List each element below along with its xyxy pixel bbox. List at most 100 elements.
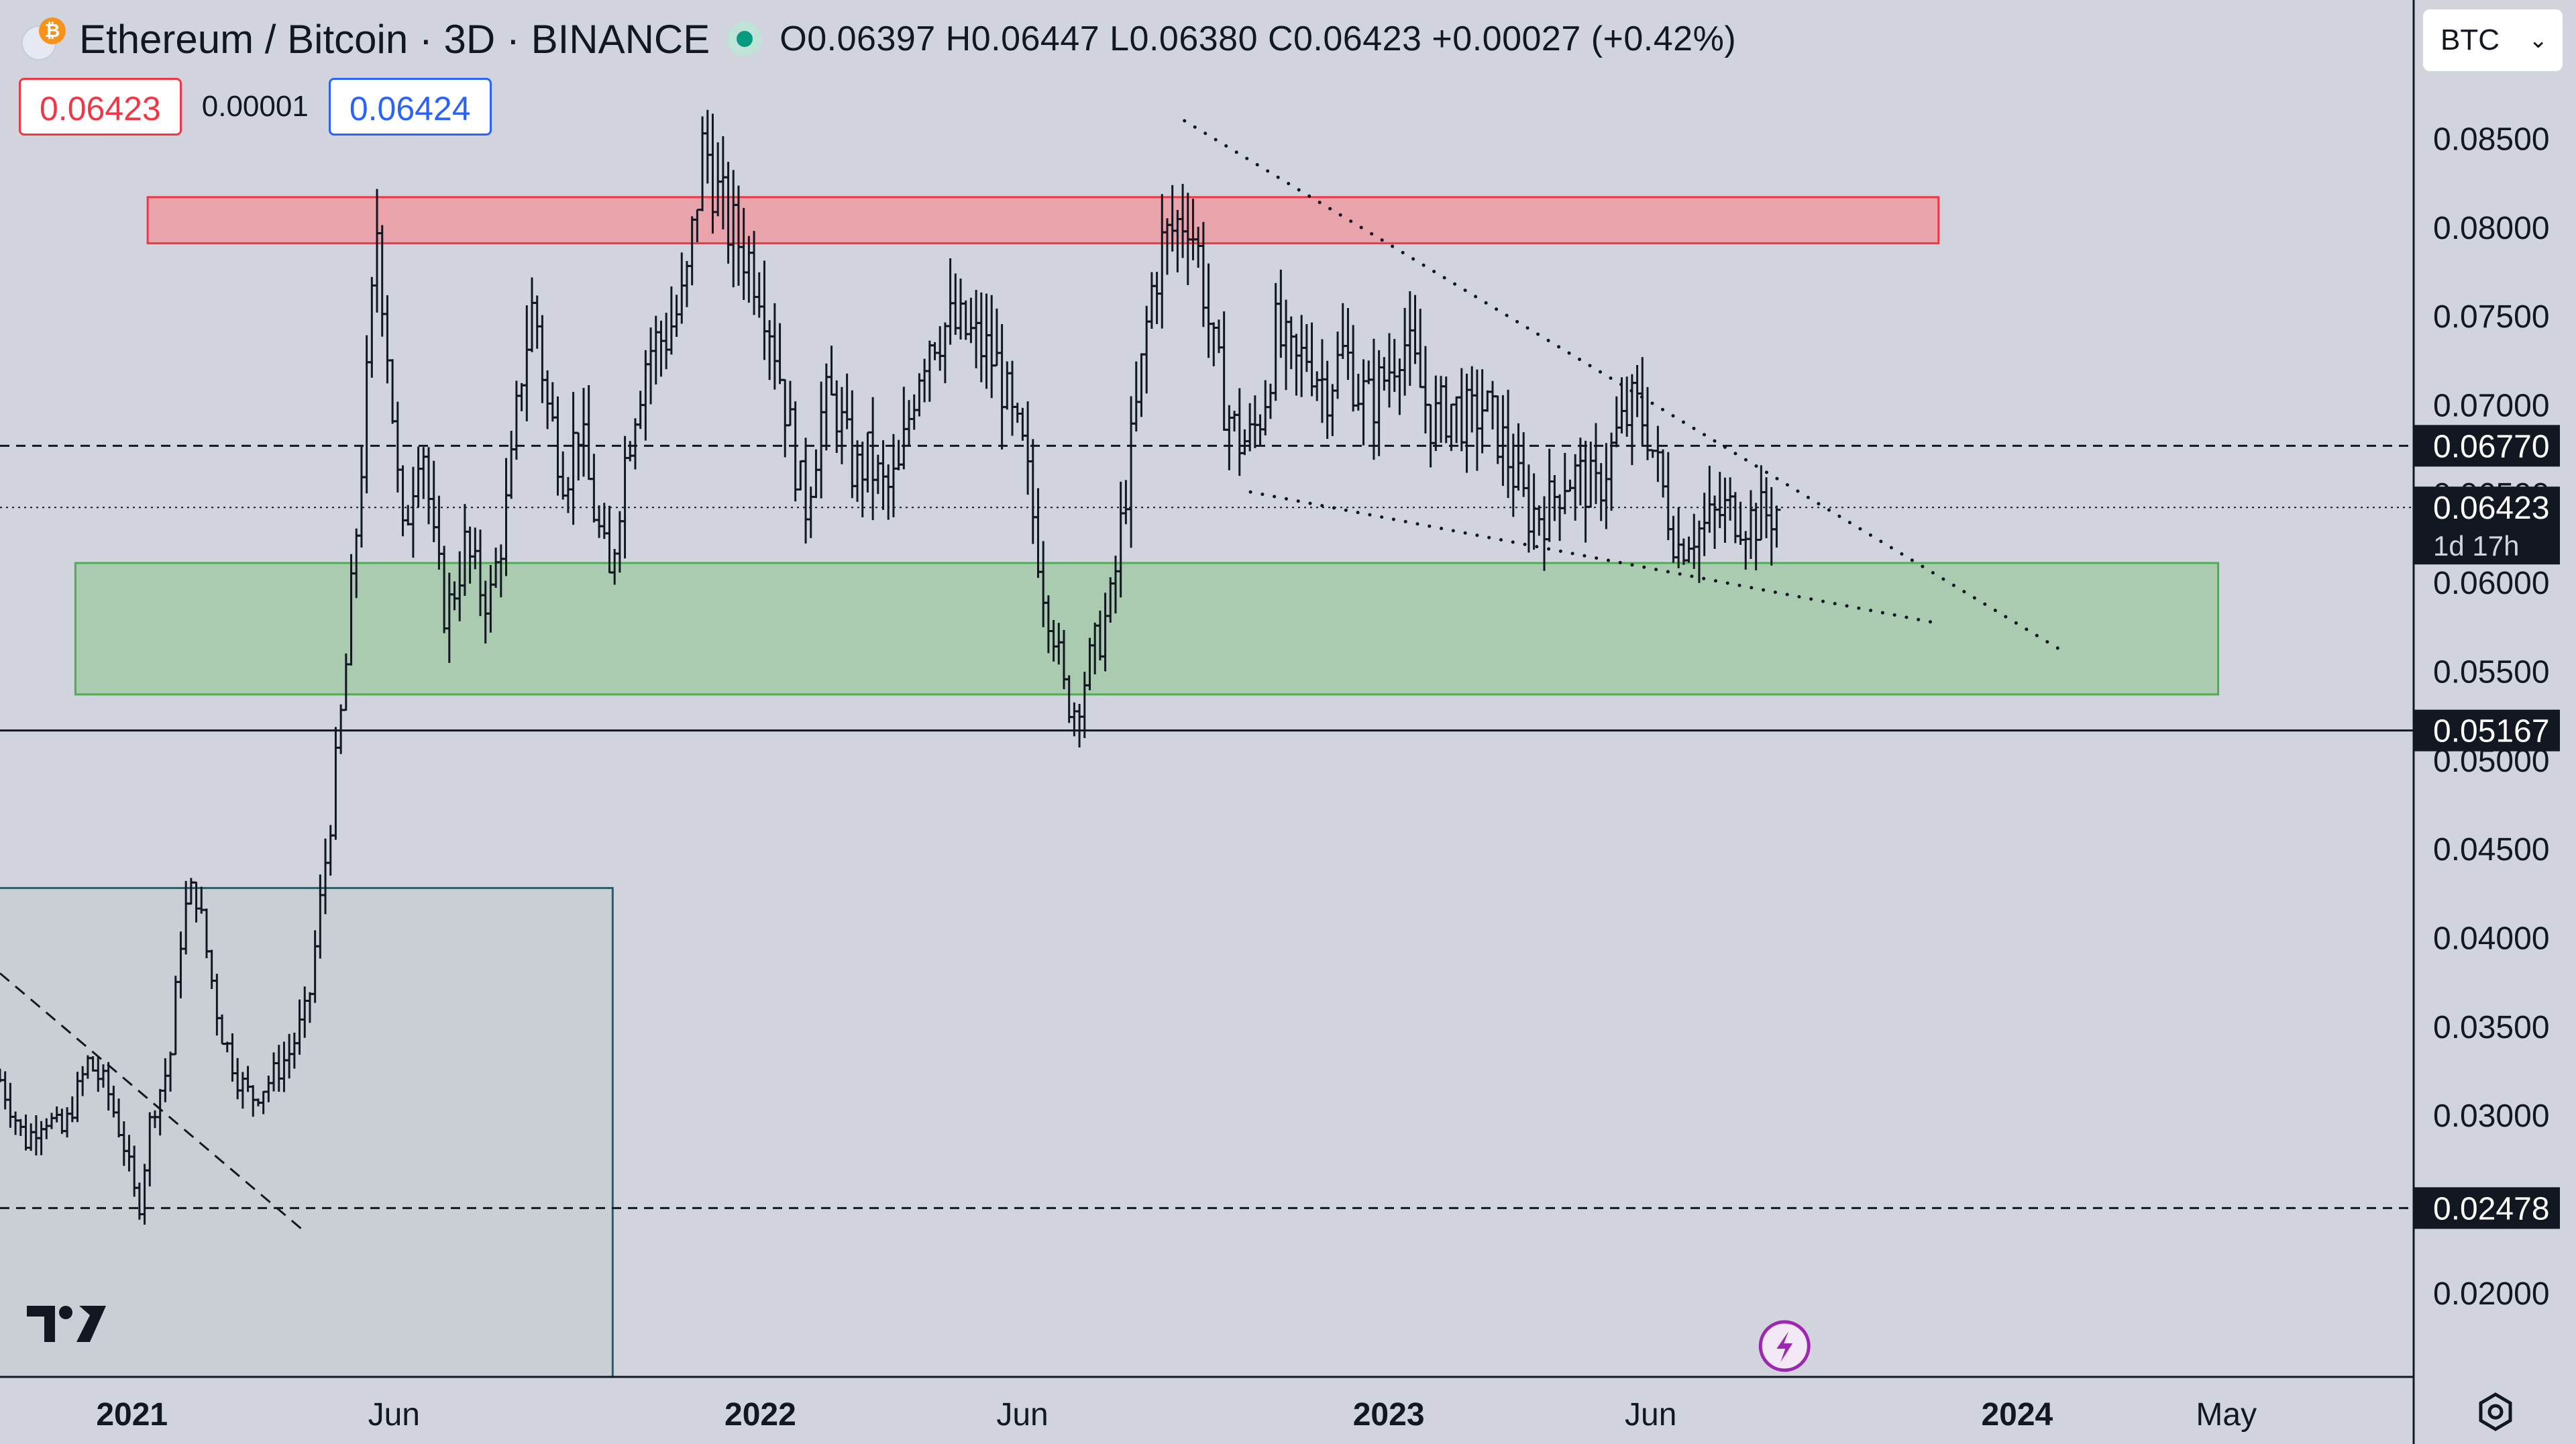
candle (987, 295, 996, 399)
chart-legend: ₿ Ethereum / Bitcoin · 3D · BINANCE O0.0… (19, 13, 1736, 64)
candle (1220, 311, 1228, 431)
candle (1204, 263, 1213, 358)
y-tick-label: 0.02000 (2433, 1276, 2550, 1312)
candle (1307, 322, 1316, 397)
y-tick-label: 0.06000 (2433, 566, 2550, 601)
candle (946, 258, 955, 345)
candle (1432, 375, 1440, 452)
currency-select-value: BTC (2440, 23, 2500, 56)
candle (502, 458, 511, 576)
candle (1405, 291, 1414, 386)
candle (543, 370, 552, 429)
candle (775, 323, 784, 384)
candle (843, 373, 851, 429)
candle (1328, 384, 1337, 436)
tradingview-logo-icon[interactable] (24, 1300, 111, 1347)
candle (1416, 309, 1425, 389)
candle (1122, 480, 1130, 525)
currency-select[interactable]: BTC ⌄ (2423, 9, 2563, 71)
candle (1152, 272, 1161, 324)
candle (362, 335, 371, 494)
lightning-icon[interactable] (1758, 1320, 1811, 1372)
candle (972, 290, 981, 368)
candle (853, 440, 862, 502)
old-downtrend-line (0, 972, 303, 1230)
candle (900, 386, 908, 470)
candle (1483, 390, 1492, 412)
candle (1008, 360, 1016, 436)
x-tick-label: May (2196, 1397, 2257, 1433)
y-tick-label: 0.08500 (2433, 121, 2550, 157)
candle (533, 295, 541, 349)
candle (1757, 465, 1766, 541)
candle (1359, 359, 1368, 446)
candle (1349, 325, 1358, 412)
candle (833, 380, 841, 454)
candle (1529, 473, 1538, 550)
candle (936, 326, 945, 371)
countdown-label: 1d 17h (2433, 530, 2519, 562)
candle (1715, 472, 1724, 529)
candle (1705, 466, 1714, 533)
candle (1132, 361, 1140, 432)
candle (786, 380, 794, 427)
eth-btc-pair-icon[interactable]: ₿ (19, 17, 66, 60)
candle (368, 276, 376, 378)
candle (1602, 443, 1611, 529)
candle (837, 386, 846, 464)
candle (564, 476, 572, 513)
candle (760, 260, 769, 360)
x-tick-label: 2021 (96, 1397, 168, 1433)
candle (1489, 380, 1497, 429)
candle (1375, 350, 1383, 456)
candle (957, 278, 965, 340)
chevron-down-icon: ⌄ (2528, 28, 2548, 53)
price-tag-0.06770 (2414, 425, 2560, 467)
candle (1581, 440, 1590, 543)
candle (920, 358, 929, 403)
candle (1421, 346, 1430, 433)
sell-button[interactable]: 0.06423 (19, 78, 182, 136)
candle (393, 401, 402, 493)
candle (1313, 371, 1322, 401)
candle (1690, 513, 1699, 569)
x-tick-label: Jun (1625, 1397, 1676, 1433)
candle (884, 464, 893, 520)
candle (1468, 366, 1477, 433)
candle (1390, 339, 1399, 393)
spread-value: 0.00001 (201, 90, 309, 123)
candle (1210, 322, 1218, 366)
candle (1246, 403, 1254, 452)
symbol-title[interactable]: Ethereum / Bitcoin · 3D · BINANCE (79, 16, 710, 62)
candle (1142, 305, 1151, 394)
candle (765, 320, 774, 380)
price-tag-0.06423 (2414, 486, 2560, 565)
candle (1535, 505, 1544, 536)
candle (1736, 501, 1745, 545)
y-tick-label: 0.08000 (2433, 211, 2550, 246)
y-tick-label: 0.05500 (2433, 655, 2550, 690)
candle (873, 454, 882, 495)
x-tick-label: 2023 (1353, 1397, 1425, 1433)
candle (1612, 396, 1621, 448)
y-tick-label: 0.03500 (2433, 1010, 2550, 1045)
candle (326, 825, 335, 876)
candle (1571, 454, 1580, 521)
candle (848, 390, 857, 499)
candle (1401, 307, 1409, 396)
x-tick-label: 2024 (1981, 1397, 2053, 1433)
candle (1772, 505, 1781, 548)
candle (1711, 495, 1719, 550)
candle (910, 394, 918, 430)
market-status-icon[interactable] (727, 21, 763, 56)
candle (507, 431, 516, 499)
candle (941, 322, 949, 384)
candle (998, 323, 1006, 450)
candle (1240, 429, 1249, 456)
candle (1726, 477, 1735, 521)
candle (806, 486, 815, 538)
candle (1654, 425, 1662, 482)
buy-button[interactable]: 0.06424 (328, 78, 492, 136)
gear-icon[interactable] (2475, 1392, 2516, 1432)
